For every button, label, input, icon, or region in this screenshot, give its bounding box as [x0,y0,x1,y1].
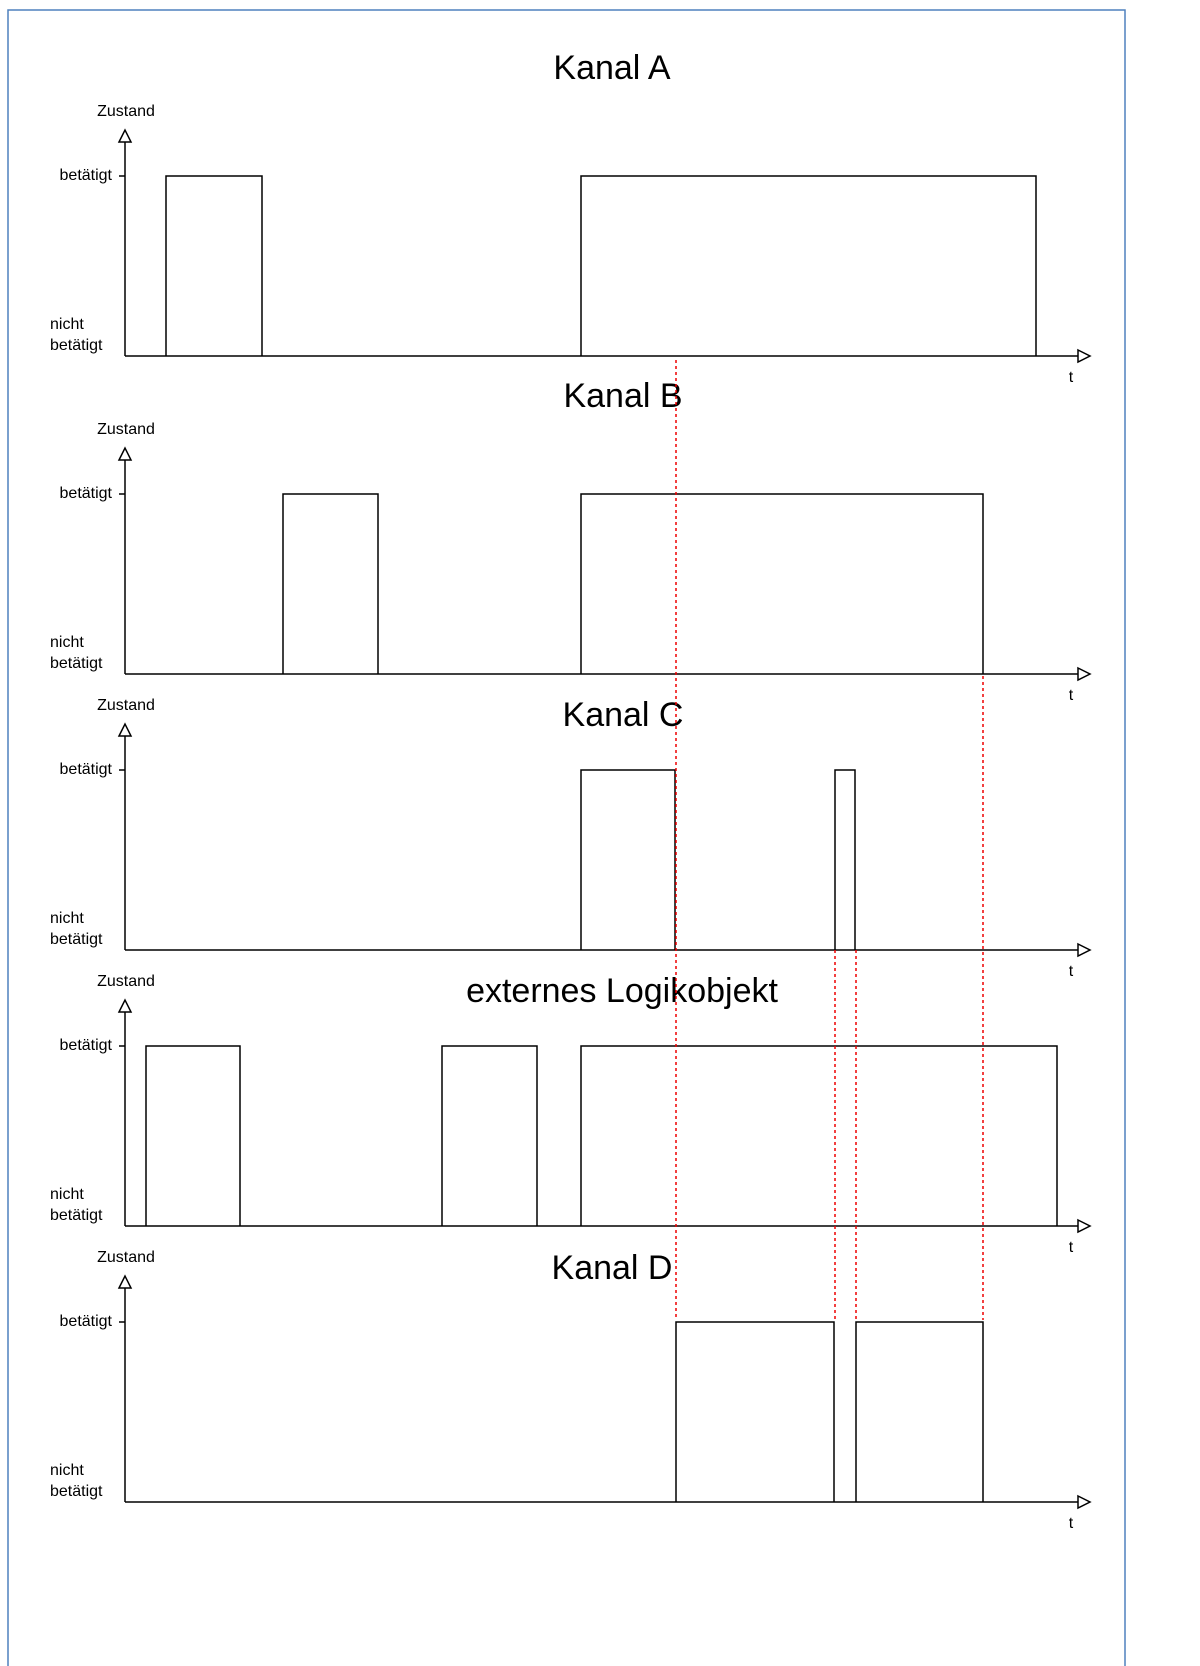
pulse [580,493,984,674]
panel-title: Kanal A [553,49,671,87]
y-arrow [117,722,133,737]
pulse [855,1321,984,1502]
pulse [580,769,676,950]
x-label: t [1069,1515,1074,1532]
y-label: Zustand [97,1249,155,1266]
x-arrow [1077,666,1092,682]
pulse [834,769,856,950]
pulse [580,1045,1058,1226]
y-arrow [117,998,133,1013]
x-label: t [1069,687,1074,704]
low-label: nicht [50,1186,84,1203]
pulse [675,1321,835,1502]
y-arrow [117,446,133,461]
high-label: betätigt [60,1313,113,1330]
panel-title: Kanal B [563,377,682,415]
low-label: nicht [50,1462,84,1479]
panel-title: externes Logikobjekt [466,972,778,1010]
panel-title: Kanal D [552,1249,673,1287]
high-label: betätigt [60,1037,113,1054]
low-label: nicht [50,316,84,333]
y-arrow [117,128,133,143]
low-label: betätigt [50,1207,103,1224]
x-label: t [1069,963,1074,980]
pulse [282,493,379,674]
panel-title: Kanal C [563,696,684,734]
y-label: Zustand [97,103,155,120]
low-label: nicht [50,910,84,927]
x-arrow [1077,942,1092,958]
pulse [580,175,1037,356]
low-label: betätigt [50,1483,103,1500]
y-arrow [117,1274,133,1289]
pulse [441,1045,538,1226]
pulse [165,175,263,356]
x-arrow [1077,1218,1092,1234]
frame [7,9,1126,1666]
high-label: betätigt [60,167,113,184]
low-label: nicht [50,634,84,651]
low-label: betätigt [50,931,103,948]
x-label: t [1069,1239,1074,1256]
pulse [145,1045,241,1226]
y-label: Zustand [97,697,155,714]
high-label: betätigt [60,485,113,502]
high-label: betätigt [60,761,113,778]
y-label: Zustand [97,973,155,990]
x-label: t [1069,369,1074,386]
x-arrow [1077,1494,1092,1510]
low-label: betätigt [50,337,103,354]
low-label: betätigt [50,655,103,672]
x-arrow [1077,348,1092,364]
y-label: Zustand [97,421,155,438]
